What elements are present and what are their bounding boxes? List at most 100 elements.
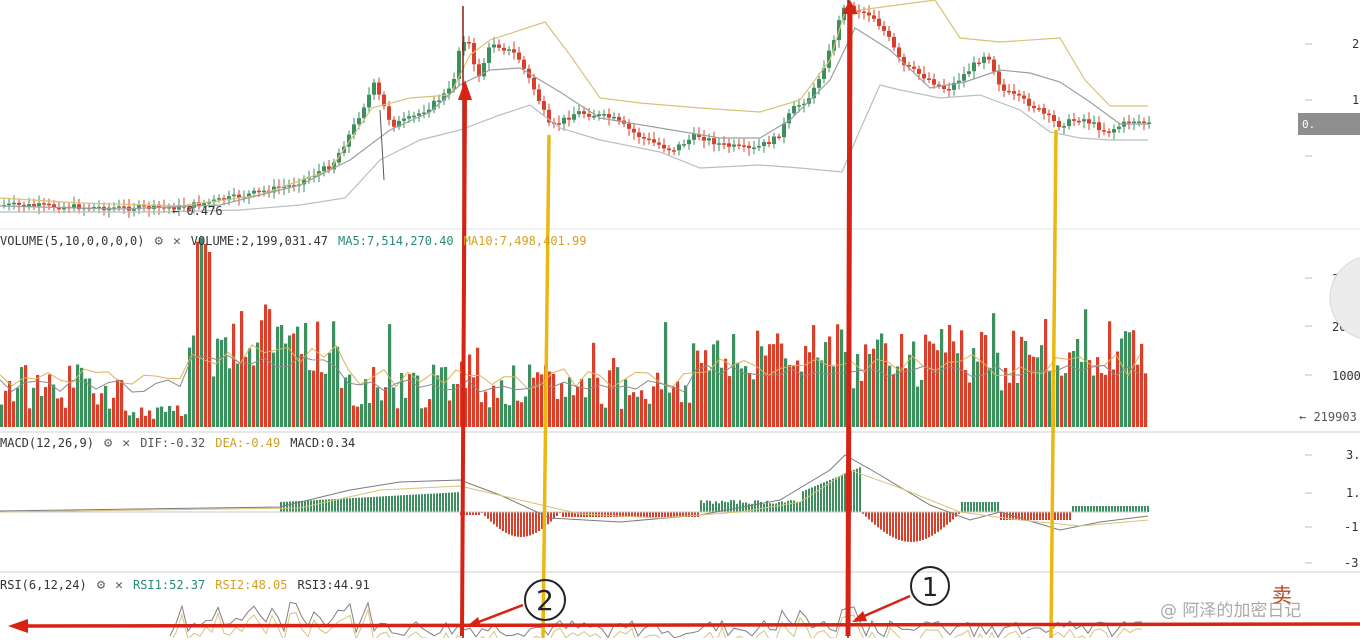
volume-bar [564,396,568,427]
volume-bar [972,348,976,427]
candle [972,62,976,72]
candle [997,71,1001,85]
macd-bar [331,499,333,512]
volume-bar [996,352,1000,427]
macd-bar [1147,506,1149,512]
gear-icon[interactable]: ⚙ [96,577,106,593]
macd-bar [661,512,663,517]
volume-bar [688,402,692,427]
volume-bar [1084,309,1088,427]
macd-bar [856,468,858,512]
macd-bar [1063,512,1065,520]
volume-bar [680,402,684,427]
candle [512,49,516,53]
macd-bar [1060,512,1062,520]
candle [502,47,506,51]
gear-icon[interactable]: ⚙ [103,435,113,451]
volume-bar [732,334,736,427]
volume-bar [300,353,304,427]
volume-bar [840,329,844,427]
circle-annotation-1-number: 1 [922,573,939,603]
macd-bar [928,512,930,538]
candle [1002,84,1006,91]
volume-bar [1048,371,1052,427]
macd-bar [328,499,330,512]
macd-bar [1075,506,1077,512]
macd-bar [523,512,525,537]
volume-bar [964,369,968,427]
macd-bar [817,484,819,512]
volume-bar [400,373,404,427]
macd-bar [1144,506,1146,512]
candle [427,109,431,113]
macd-bar [997,502,999,512]
volume-bar [752,379,756,427]
macd-bar [838,476,840,512]
volume-bar [952,341,956,427]
macd-bar [958,512,960,514]
volume-bar [660,389,664,427]
macd-bar [295,501,297,512]
candle [407,116,411,119]
volume-bar [308,370,312,427]
close-icon[interactable]: ✕ [115,577,123,593]
candle [672,150,676,152]
volume-bar [716,340,720,427]
macd-bar [937,512,939,532]
macd-bar [1009,512,1011,520]
volume-bar [52,384,56,427]
macd-bar [373,496,375,512]
volume-bar [516,400,520,427]
candle [357,118,361,125]
macd-dif: DIF:-0.32 [140,436,206,450]
macd-bar [688,512,690,517]
candle [1022,95,1026,99]
candle [472,43,476,65]
candle [52,204,56,208]
volume-bar [812,325,816,427]
candle [642,137,646,139]
macd-bar [472,512,474,515]
volume-bar [224,337,228,427]
volume-bar [548,371,552,427]
macd-bar [289,501,291,512]
candle [1082,119,1086,122]
candle [462,42,466,51]
volume-ma5-line [0,344,1141,390]
macd-bar [859,467,861,512]
macd-bar [1042,512,1044,520]
volume-bar [44,387,48,427]
volume-bar [1080,361,1084,427]
close-icon[interactable]: ✕ [172,233,181,249]
side-round-button[interactable] [1329,256,1360,340]
close-icon[interactable]: ✕ [122,435,131,451]
candle [1112,129,1116,133]
candle [952,82,956,90]
gear-icon[interactable]: ⚙ [154,233,163,249]
macd-bar [1099,506,1101,512]
candle [117,206,121,208]
candle [287,185,291,187]
macd-bar [979,502,981,512]
candle [1142,121,1146,124]
macd-bar [685,512,687,517]
macd-bar [349,498,351,512]
candle [757,146,761,148]
candle [772,136,776,145]
volume-bar [808,352,812,427]
candle [447,88,451,94]
candle [142,204,146,207]
macd-bar [1021,512,1023,520]
volume-bar [1072,350,1076,427]
macd-bar [631,512,633,517]
volume-bar [468,354,472,427]
volume-bar [180,415,184,427]
macd-bar [1024,512,1026,520]
volume-bar [868,353,872,427]
macd-bar [646,512,648,517]
macd-bar [310,500,312,512]
volume-bar [316,321,320,427]
macd-bar [769,503,771,512]
volume-bar [832,366,836,427]
candle [792,106,796,114]
